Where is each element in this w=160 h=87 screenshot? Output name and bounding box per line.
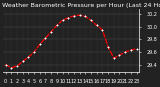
Title: Milwaukee Weather Barometric Pressure per Hour (Last 24 Hours): Milwaukee Weather Barometric Pressure pe… (0, 3, 160, 8)
